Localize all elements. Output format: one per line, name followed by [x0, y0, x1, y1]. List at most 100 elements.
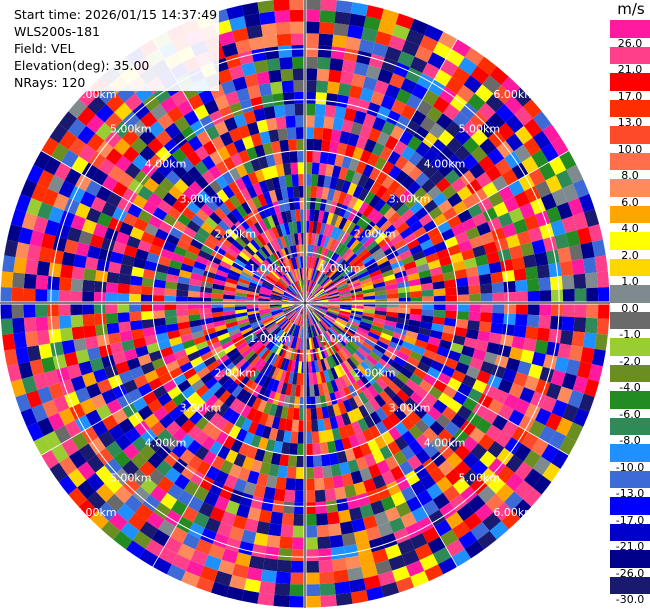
velocity-gate [120, 521, 140, 541]
velocity-gate [292, 336, 298, 349]
velocity-gate [251, 543, 267, 558]
velocity-gate [338, 204, 348, 218]
velocity-gate [208, 543, 226, 560]
velocity-gate [326, 368, 335, 382]
velocity-gate [470, 459, 489, 478]
velocity-gate [583, 208, 600, 228]
velocity-gate [167, 329, 181, 340]
velocity-gate [389, 517, 406, 533]
velocity-gate [350, 337, 362, 348]
velocity-gate [493, 201, 509, 218]
ray [305, 303, 607, 367]
velocity-gate [64, 239, 79, 255]
velocity-gate [257, 330, 269, 340]
velocity-gate [328, 327, 339, 338]
velocity-gate [328, 452, 340, 466]
velocity-gate [468, 311, 481, 322]
ray [305, 87, 532, 303]
velocity-gate [344, 344, 355, 356]
velocity-gate [323, 236, 331, 249]
velocity-gate [260, 348, 271, 360]
velocity-gate [238, 540, 254, 556]
velocity-gate [328, 342, 337, 354]
velocity-gate [292, 525, 305, 538]
velocity-gate [292, 245, 298, 258]
velocity-gate [312, 311, 321, 322]
velocity-gate [386, 250, 400, 261]
velocity-gate [429, 122, 446, 139]
velocity-gate [351, 307, 364, 313]
velocity-gate [523, 118, 543, 138]
velocity-gate [341, 346, 353, 358]
velocity-gate [223, 310, 236, 316]
velocity-gate [341, 436, 353, 451]
velocity-gate [61, 251, 76, 267]
velocity-gate [505, 114, 524, 134]
velocity-gate [250, 133, 263, 147]
velocity-gate [545, 206, 562, 224]
velocity-gate [336, 317, 348, 325]
velocity-gate [309, 384, 315, 397]
velocity-gate [248, 284, 261, 291]
velocity-gate [566, 164, 584, 184]
velocity-gate [375, 377, 388, 391]
velocity-gate [44, 369, 60, 387]
velocity-gate [276, 559, 292, 573]
velocity-gate [322, 262, 331, 274]
ray [305, 271, 610, 303]
velocity-gate [413, 226, 427, 239]
velocity-gate [273, 355, 282, 368]
velocity-gate [327, 329, 337, 340]
velocity-gate [197, 189, 211, 204]
velocity-gate [6, 224, 22, 243]
velocity-gate [83, 325, 97, 338]
velocity-gate [168, 406, 183, 421]
velocity-gate [314, 323, 321, 336]
ray [14, 303, 305, 413]
velocity-gate [225, 537, 242, 553]
velocity-gate [321, 187, 330, 200]
ray [305, 303, 596, 413]
velocity-gate [257, 0, 275, 14]
velocity-gate [548, 430, 567, 450]
velocity-gate [172, 427, 188, 443]
velocity-gate [361, 315, 374, 322]
velocity-gate [391, 198, 405, 212]
velocity-gate [334, 581, 351, 595]
velocity-gate [345, 324, 358, 333]
velocity-gate [275, 315, 287, 324]
velocity-gate [95, 323, 109, 337]
velocity-gate [349, 369, 361, 382]
velocity-gate [500, 334, 514, 347]
velocity-gate [436, 113, 453, 130]
velocity-gate [182, 532, 201, 550]
velocity-gate [352, 146, 364, 161]
velocity-gate [316, 80, 329, 93]
velocity-gate [384, 543, 402, 560]
velocity-gate [583, 332, 597, 349]
velocity-gate [82, 291, 95, 303]
velocity-gate [317, 359, 324, 372]
velocity-gate [186, 200, 201, 215]
velocity-gate [137, 353, 152, 367]
velocity-gate [330, 340, 340, 353]
velocity-gate [195, 340, 209, 351]
velocity-gate [305, 303, 313, 313]
velocity-gate [165, 233, 180, 246]
ray [58, 111, 305, 303]
velocity-gate [246, 293, 259, 299]
velocity-gate [225, 91, 240, 106]
velocity-gate [365, 4, 384, 20]
velocity-gate [277, 279, 288, 289]
velocity-gate [515, 279, 528, 292]
velocity-gate [197, 345, 211, 357]
velocity-gate [295, 325, 301, 338]
velocity-gate [258, 308, 271, 313]
velocity-gate [238, 361, 251, 373]
velocity-gate [291, 44, 305, 57]
velocity-gate [265, 322, 277, 331]
velocity-gate [37, 417, 55, 437]
velocity-gate [321, 278, 332, 288]
velocity-gate [147, 452, 164, 469]
velocity-gate [512, 87, 532, 107]
